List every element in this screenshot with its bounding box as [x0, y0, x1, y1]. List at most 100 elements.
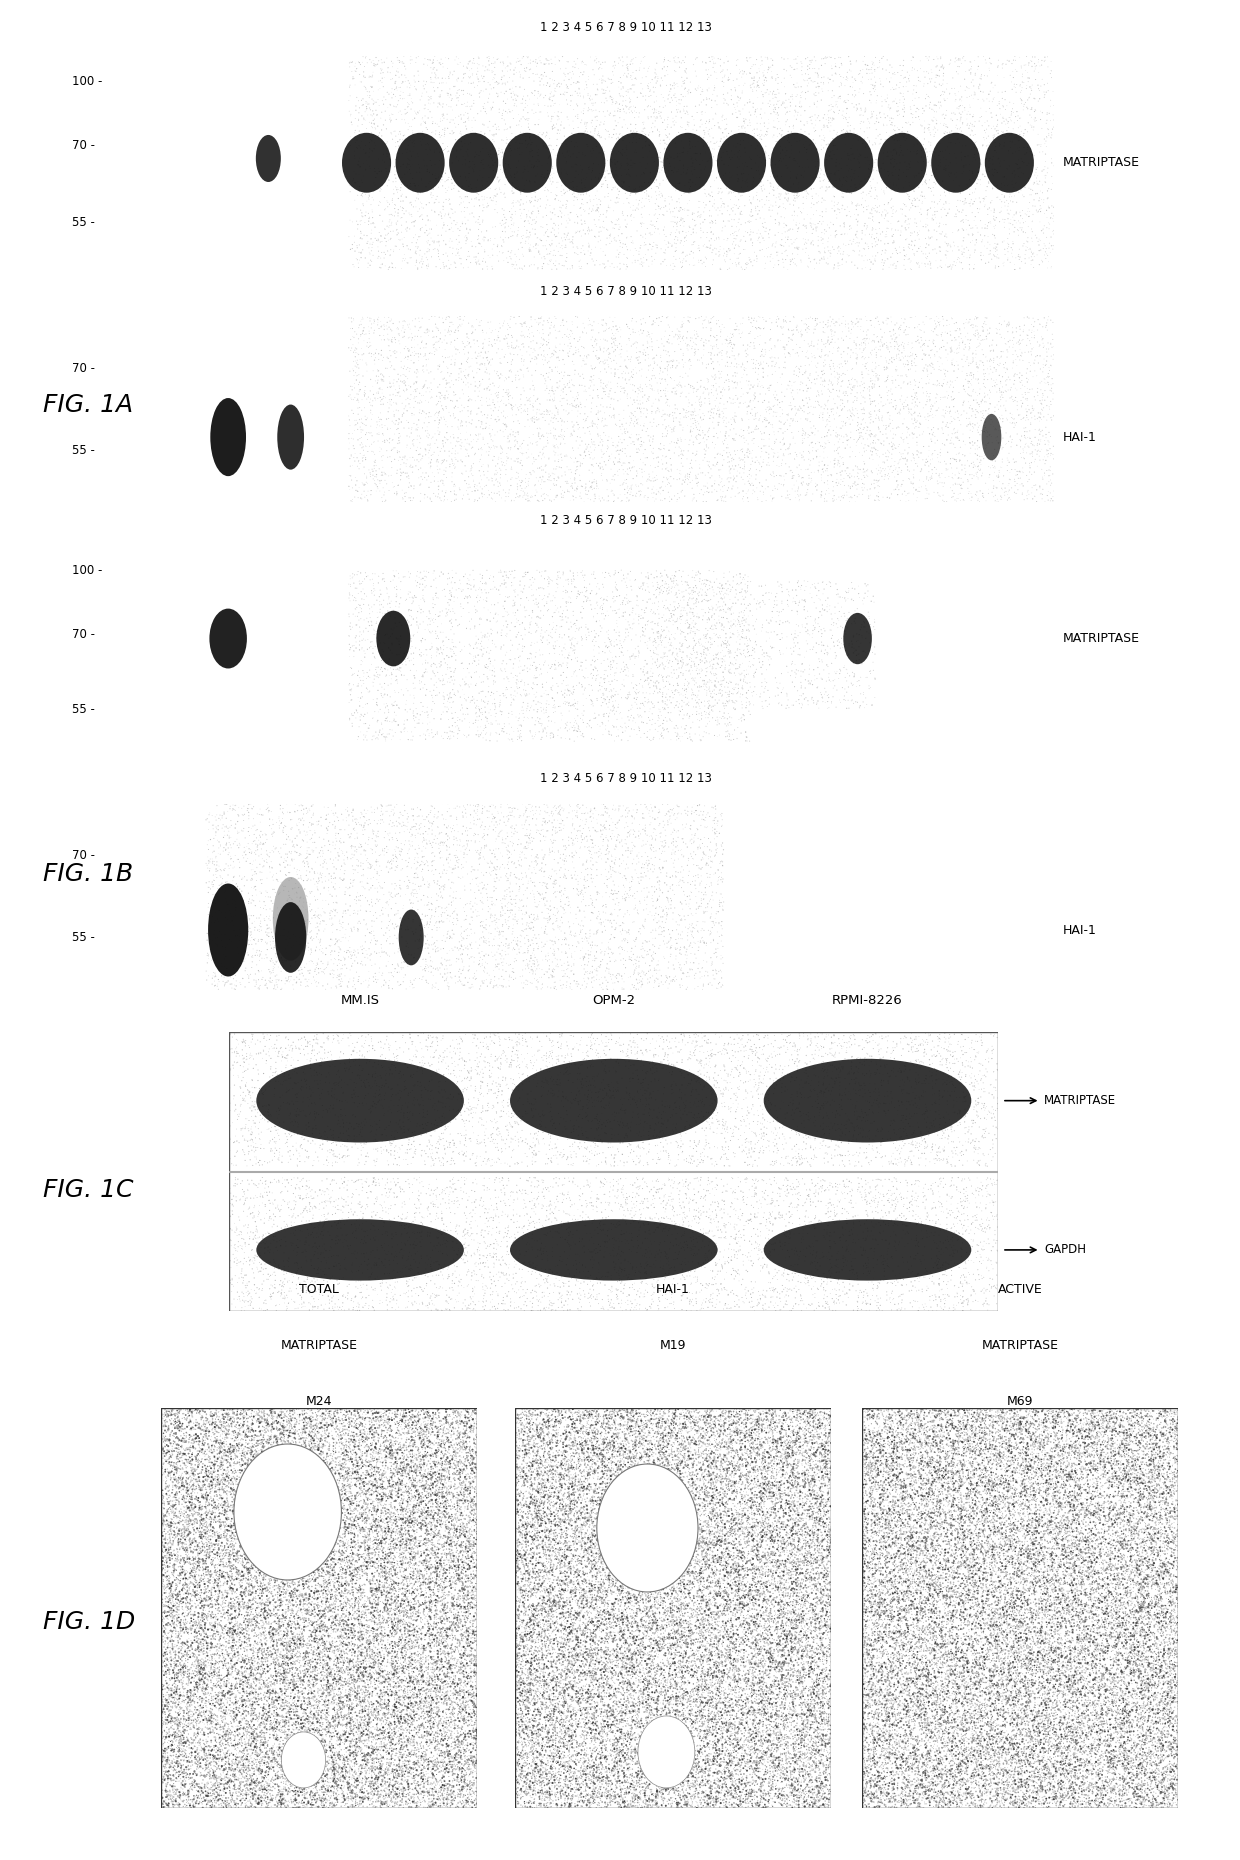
Point — [1111, 1508, 1131, 1538]
Point — [353, 1427, 373, 1456]
Point — [329, 1706, 348, 1735]
Point — [1034, 1427, 1054, 1456]
Point — [768, 1265, 787, 1295]
Point — [590, 1520, 610, 1549]
Point — [436, 859, 456, 889]
Point — [748, 1620, 768, 1650]
Point — [755, 1542, 775, 1572]
Point — [265, 1445, 285, 1475]
Point — [730, 1644, 750, 1674]
Point — [575, 472, 595, 502]
Point — [1105, 1628, 1125, 1657]
Point — [644, 1648, 663, 1678]
Point — [810, 1683, 830, 1713]
Point — [601, 314, 621, 344]
Point — [379, 1583, 399, 1613]
Point — [1012, 143, 1032, 173]
Point — [942, 1754, 962, 1784]
Point — [327, 1581, 347, 1611]
Point — [1126, 1425, 1146, 1455]
Point — [992, 1536, 1012, 1566]
Point — [652, 1587, 672, 1616]
Point — [383, 844, 403, 874]
Point — [801, 1438, 821, 1468]
Point — [268, 1655, 288, 1685]
Point — [895, 1021, 915, 1051]
Point — [680, 593, 699, 623]
Point — [1053, 1534, 1073, 1564]
Point — [538, 1462, 558, 1492]
Point — [429, 1629, 449, 1659]
Point — [746, 1767, 766, 1797]
Point — [382, 1680, 402, 1709]
Point — [423, 1789, 443, 1819]
Point — [637, 1644, 657, 1674]
Point — [265, 1561, 285, 1590]
Point — [808, 653, 828, 683]
Point — [397, 1269, 417, 1298]
Point — [1131, 1601, 1151, 1631]
Point — [718, 1402, 738, 1432]
Point — [675, 1628, 694, 1657]
Point — [1032, 1507, 1052, 1536]
Point — [874, 1207, 894, 1237]
Point — [619, 1574, 639, 1603]
Point — [937, 378, 957, 407]
Point — [388, 1423, 408, 1453]
Point — [924, 1635, 944, 1665]
Point — [618, 1793, 637, 1823]
Point — [224, 1244, 244, 1274]
Point — [780, 1588, 800, 1618]
Point — [825, 1019, 844, 1049]
Point — [463, 1609, 482, 1639]
Point — [965, 1419, 985, 1449]
Point — [901, 1190, 921, 1220]
Point — [673, 452, 693, 482]
Point — [255, 1414, 275, 1443]
Point — [815, 1750, 835, 1780]
Point — [760, 1475, 780, 1505]
Point — [433, 884, 453, 913]
Point — [560, 1730, 580, 1760]
Point — [303, 1724, 322, 1754]
Point — [1091, 1763, 1111, 1793]
Point — [527, 1495, 547, 1525]
Point — [911, 1687, 931, 1717]
Point — [446, 1105, 466, 1135]
Point — [324, 1752, 343, 1782]
Point — [864, 76, 884, 106]
Point — [252, 1432, 272, 1462]
Point — [560, 1784, 580, 1814]
Point — [227, 1681, 247, 1711]
Point — [931, 1285, 951, 1315]
Point — [826, 1068, 846, 1097]
Point — [649, 1494, 668, 1523]
Point — [921, 1719, 941, 1748]
Point — [655, 1237, 675, 1267]
Point — [1055, 1523, 1075, 1553]
Point — [749, 1709, 769, 1739]
Point — [236, 1713, 255, 1743]
Point — [598, 1432, 618, 1462]
Point — [1104, 1596, 1123, 1626]
Point — [745, 627, 765, 657]
Point — [650, 1577, 670, 1607]
Point — [273, 1648, 293, 1678]
Point — [396, 1280, 415, 1309]
Point — [622, 452, 642, 482]
Point — [463, 891, 482, 921]
Point — [299, 1468, 319, 1497]
Point — [170, 1497, 190, 1527]
Point — [908, 452, 928, 482]
Point — [1043, 1406, 1063, 1436]
Point — [779, 1090, 799, 1120]
Point — [765, 1704, 785, 1734]
Point — [589, 344, 609, 374]
Point — [715, 703, 735, 733]
Point — [312, 1572, 332, 1601]
Point — [600, 1094, 620, 1123]
Point — [863, 1415, 883, 1445]
Point — [936, 110, 956, 140]
Point — [238, 1765, 258, 1795]
Point — [403, 1469, 423, 1499]
